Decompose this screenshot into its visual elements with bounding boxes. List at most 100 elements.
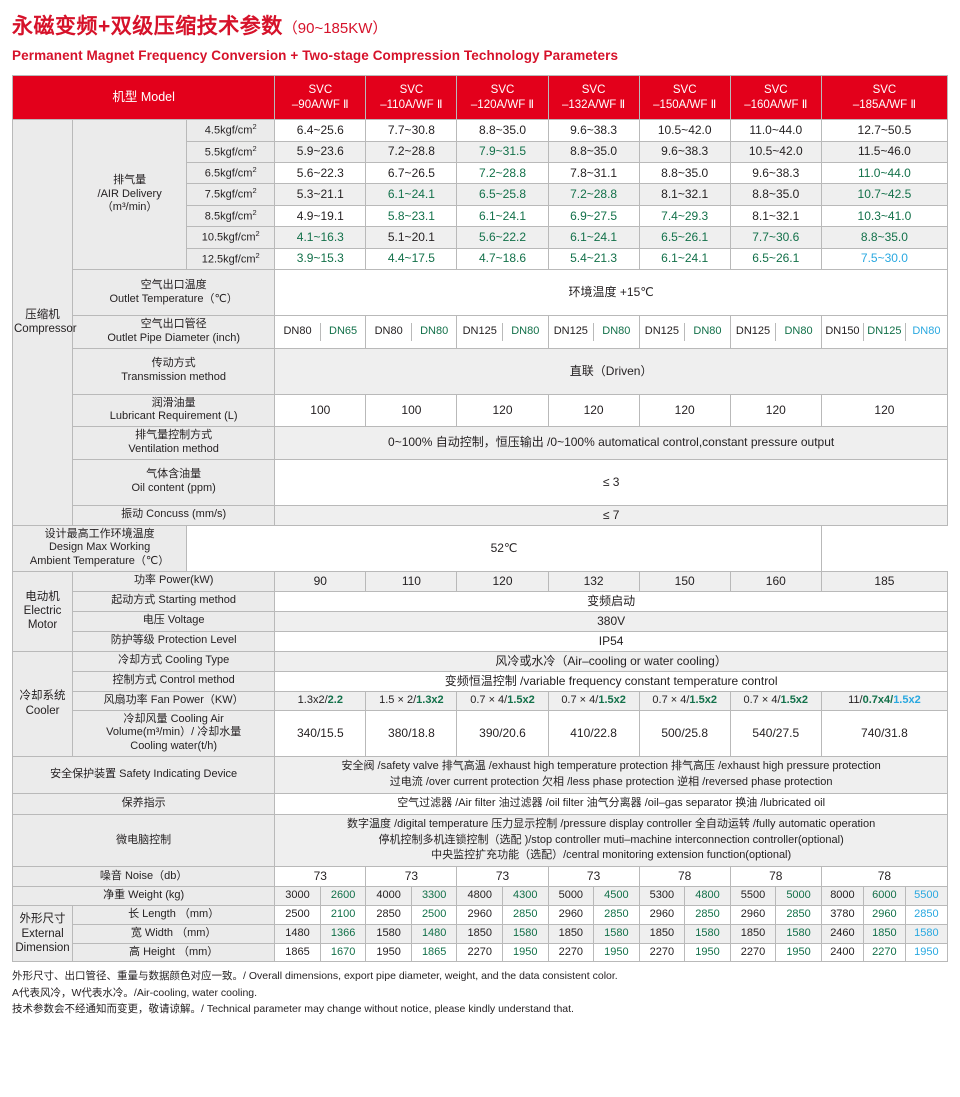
power-value-7: 185 (820, 570, 949, 592)
maintenance-line-1: 空气过滤器 /Air filter 油过滤器 /oil filter 油气分离器… (397, 796, 826, 809)
concuss-value: ≤ 7 (274, 504, 948, 526)
design-max-temperature-value: 52℃ (186, 524, 822, 572)
label-noise: 噪音 Noise（db） (11, 866, 276, 888)
weight-sub-3-1: 4800 (457, 887, 503, 906)
label-width-line1: 宽 Width （mm） (130, 926, 217, 939)
air-delivery-value-4-5: 8.1~32.1 (638, 183, 731, 206)
label-power-line1: 功率 Power(kW) (133, 574, 214, 587)
model-column-header-2: SVC –110A/WF Ⅱ (365, 75, 458, 121)
width-cell-1: 1480 1366 (274, 923, 367, 944)
weight-sub-3-2: 4300 (501, 887, 548, 906)
label-outlet-temperature-line2: Outlet Temperature（℃） (109, 292, 238, 305)
starting-method-row: 起动方式 Starting method 变频启动 (13, 590, 948, 612)
outlet-pipe-diameter-sub-1-1: DN80 (275, 322, 321, 341)
label-outlet-temperature: 空气出口温度 Outlet Temperature（℃） (72, 269, 276, 317)
air-delivery-value-3-4: 7.8~31.1 (547, 161, 640, 185)
width-cell-3: 1850 1580 (456, 923, 549, 944)
width-cell-5: 1850 1580 (638, 923, 731, 944)
label-design-max-temperature-line3: Ambient Temperature（℃） (29, 555, 170, 568)
weight-cell-6: 5500 5000 (729, 886, 822, 907)
air-delivery-value-5-3: 6.1~24.1 (456, 204, 549, 228)
label-starting-method-line1: 起动方式 Starting method (111, 594, 237, 607)
height-cell-7: 2400 2270 1950 (820, 942, 949, 963)
height-cell-3: 2270 1950 (456, 942, 549, 963)
label-lubricant-requirement-line2: Lubricant Requirement (L) (109, 410, 238, 423)
length-sub-6-2: 2850 (775, 906, 821, 924)
label-starting-method: 起动方式 Starting method (72, 590, 276, 612)
air-delivery-value-7-2: 4.4~17.5 (365, 247, 458, 271)
air-delivery-value-2-4: 8.8~35.0 (547, 140, 640, 164)
air-delivery-value-7-1: 3.9~15.3 (274, 247, 367, 271)
label-outlet-pipe-diameter-line2: Outlet Pipe Diameter (inch) (107, 331, 240, 344)
safety-device-line-1: 安全阀 /safety valve 排气高温 /exhaust high tem… (341, 759, 881, 772)
outlet-temperature-value: 环境温度 +15℃ (274, 269, 948, 317)
weight-cell-3: 4800 4300 (456, 886, 549, 907)
height-cell-6: 2270 1950 (729, 942, 822, 963)
table-header-row: 机型 Model SVC –90A/WF Ⅱ SVC –110A/WF Ⅱ SVC –120… (11, 75, 949, 121)
outlet-pipe-diameter-sub-5-2: DN80 (684, 322, 730, 341)
outlet-pipe-diameter-sub-7-2: DN125 (863, 322, 906, 341)
microcomputer-control-line-3: 中央监控扩充功能（选配）/central monitoring extensio… (431, 849, 792, 862)
outlet-pipe-diameter-sub-2-1: DN80 (366, 322, 412, 341)
air-delivery-value-6-7: 8.8~35.0 (820, 226, 949, 249)
air-delivery-value-3-1: 5.6~22.3 (274, 161, 367, 185)
oil-content-row: 气体含油量 Oil content (ppm) ≤ 3 (13, 458, 948, 506)
length-cell-5: 2960 2850 (638, 905, 731, 925)
label-maintenance: 保养指示 (11, 792, 276, 815)
air-delivery-value-6-3: 5.6~22.2 (456, 226, 549, 249)
outlet-pipe-diameter-cell-3: DN125 DN80 (456, 315, 549, 349)
safety-device-value: 安全阀 /safety valve 排气高温 /exhaust high tem… (274, 755, 948, 794)
cooling-air-volume-value-1: 340/15.5 (274, 709, 367, 757)
label-cooling-type-line1: 冷却方式 Cooling Type (118, 654, 230, 667)
noise-value-6: 78 (729, 866, 822, 888)
label-design-max-temperature: 设计最高工作环境温度 Design Max Working Ambient Temp… (11, 524, 188, 572)
height-sub-3-1: 2270 (457, 943, 503, 962)
control-method-row: 控制方式 Control method 变频恒温控制 /variable freq… (13, 670, 948, 692)
protection-level-row: 防护等级 Protection Level IP54 (13, 630, 948, 652)
label-power: 功率 Power(kW) (72, 570, 276, 592)
air-delivery-value-1-4: 9.6~38.3 (547, 119, 640, 142)
cooling-air-volume-value-5: 500/25.8 (638, 709, 731, 757)
footer-note: 外形尺寸、出口管径、重量与数据颜色对应一致。/ Overall dimensio… (12, 970, 618, 983)
air-delivery-value-1-5: 10.5~42.0 (638, 119, 731, 142)
label-length: 长 Length （mm） (72, 905, 276, 925)
width-cell-7: 2460 1850 1580 (820, 923, 949, 944)
width-sub-5-2: 1580 (684, 924, 730, 943)
page-title-range: （90~185KW） (282, 20, 388, 37)
width-cell-6: 1850 1580 (729, 923, 822, 944)
label-outlet-pipe-diameter-line1: 空气出口管径 (140, 318, 207, 331)
air-delivery-value-2-6: 10.5~42.0 (729, 140, 822, 164)
oil-content-value: ≤ 3 (274, 458, 948, 506)
safety-device-line-2: 过电流 /over current protection 欠相 /less ph… (389, 775, 833, 788)
height-sub-1-2: 1670 (319, 943, 366, 962)
noise-value-2: 73 (365, 866, 458, 888)
microcomputer-control-line-1: 数字温度 /digital temperature 压力显示控制 /pressu… (347, 817, 876, 830)
weight-sub-1-2: 2600 (319, 887, 366, 906)
air-delivery-value-3-3: 7.2~28.8 (456, 161, 549, 185)
fan-power-part-1-1: 1.3x2/ (297, 693, 328, 706)
label-design-max-temperature-line2: Design Max Working (48, 541, 151, 554)
model-name-line1: SVC (399, 84, 424, 97)
length-cell-6: 2960 2850 (729, 905, 822, 925)
length-cell-4: 2960 2850 (547, 905, 640, 925)
label-lubricant-requirement-line1: 润滑油量 (151, 396, 196, 409)
outlet-pipe-diameter-sub-2-2: DN80 (410, 322, 457, 341)
model-name-line2: –185A/WF Ⅱ (852, 98, 916, 111)
label-cooling-air-volume-line1: 冷却风量 Cooling Air (123, 712, 224, 725)
air-delivery-value-1-2: 7.7~30.8 (365, 119, 458, 142)
weight-sub-7-3: 5500 (904, 887, 947, 906)
pressure-label-2: 5.5kgf/cm2 (186, 140, 276, 164)
outlet-pipe-diameter-cell-1: DN80 DN65 (274, 315, 367, 349)
model-column-header-1: SVC –90A/WF Ⅱ (274, 75, 367, 121)
weight-sub-1-1: 3000 (275, 887, 321, 906)
model-name-line1: SVC (308, 84, 333, 97)
footer-note: A代表风冷，W代表水冷。/Air-cooling, water cooling. (12, 986, 258, 999)
lubricant-requirement-value-4: 120 (547, 393, 640, 428)
fan-power-cell-7: 11/0.7x4/1.5x2 (820, 690, 949, 711)
label-voltage-line1: 电压 Voltage (142, 614, 205, 627)
label-transmission-method: 传动方式 Transmission method (72, 347, 276, 395)
height-sub-5-2: 1950 (684, 943, 730, 962)
maintenance-row: 保养指示 空气过滤器 /Air filter 油过滤器 /oil filter 油… (11, 792, 948, 815)
lubricant-requirement-value-7: 120 (820, 393, 949, 428)
label-transmission-method-line1: 传动方式 (151, 357, 196, 370)
